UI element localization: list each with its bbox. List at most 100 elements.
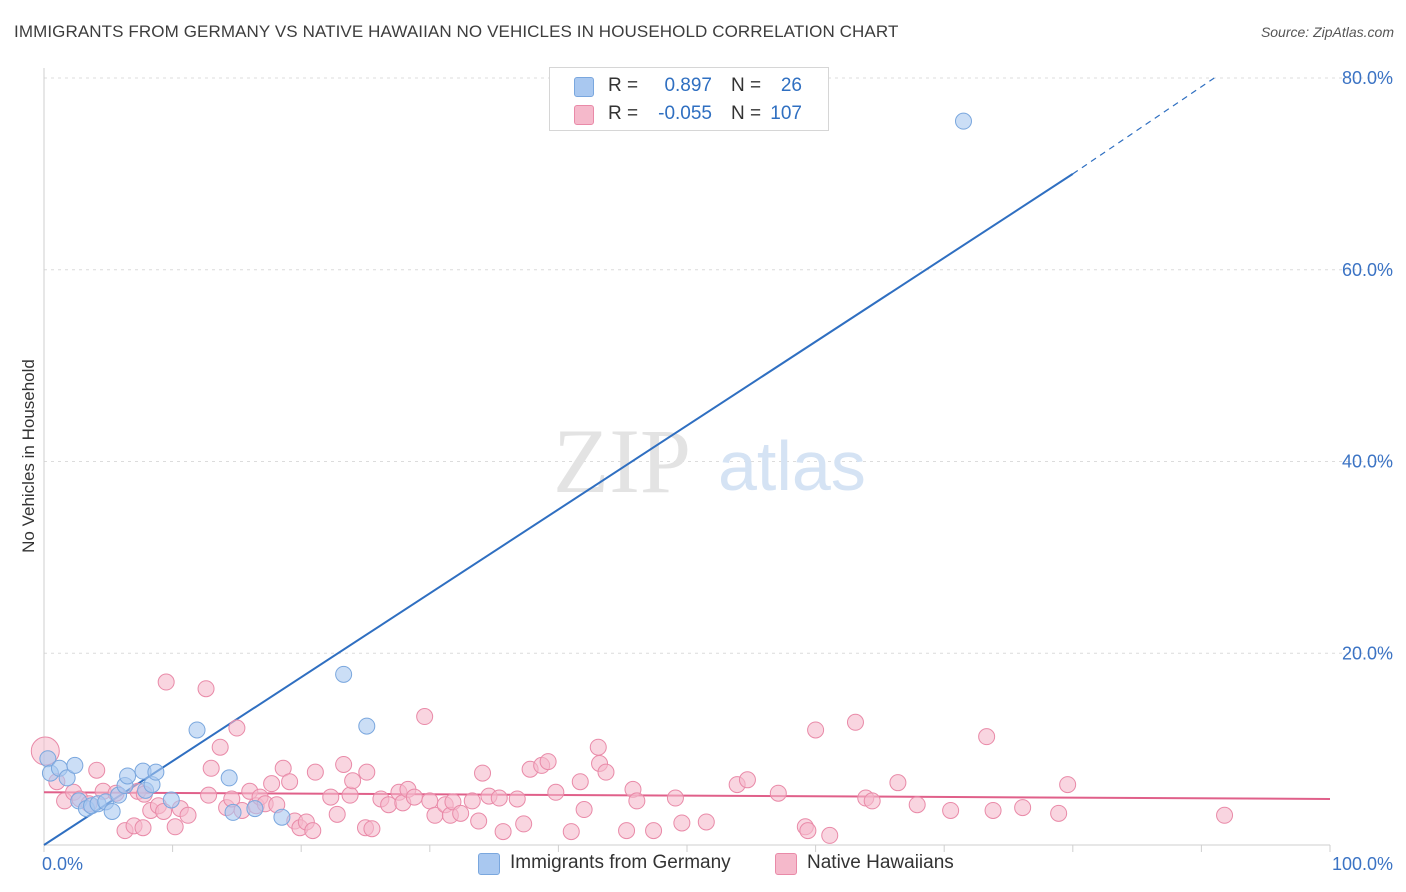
point-hawaiian [889,774,907,792]
point-hawaiian [978,728,996,746]
point-germany [66,756,84,774]
point-hawaiian [1014,799,1032,817]
point-hawaiian [515,815,533,833]
point-hawaiian [306,763,324,781]
point-hawaiian [618,822,636,840]
trend-line-germany [43,173,1074,846]
legend-row-germany: R = 0.897 N = 26 [550,73,828,101]
point-germany [188,721,206,739]
legend-label-hawaiians: Native Hawaiians [807,852,954,873]
point-hawaiian [1050,804,1068,822]
point-germany [246,800,264,818]
point-hawaiian [335,755,353,773]
point-hawaiian [211,738,229,756]
point-hawaiian [344,772,362,790]
point-hawaiian [179,806,197,824]
series-legend: Immigrants from Germany Native Hawaiians [0,851,1406,879]
data-points [30,112,1234,844]
point-germany [954,112,972,130]
point-germany [103,802,121,820]
y-tick-label: 80.0% [1342,68,1393,88]
point-hawaiian [562,823,580,841]
point-germany [358,717,376,735]
point-germany [220,769,238,787]
legend-swatch-hawaiians [574,105,594,125]
point-germany [273,808,291,826]
legend-swatch-hawaiians [775,853,797,875]
axes [43,68,1331,852]
point-hawaiian [508,790,526,808]
r-value: 0.897 [664,75,712,96]
n-label: N = [731,103,762,124]
point-hawaiian [304,822,322,840]
y-tick-label: 40.0% [1342,452,1393,472]
point-hawaiian [88,761,106,779]
point-hawaiian [666,789,684,807]
point-hawaiian [908,796,926,814]
point-hawaiian [846,713,864,731]
x-tick-label: 100.0% [1332,854,1393,874]
point-hawaiian [228,719,246,737]
point-hawaiian [575,801,593,819]
point-hawaiian [463,792,481,810]
correlation-legend: R = 0.897 N = 26 R = -0.055 N = 107 [549,67,829,131]
point-hawaiian [494,823,512,841]
point-hawaiian [341,786,359,804]
point-hawaiian [322,788,340,806]
legend-label-germany: Immigrants from Germany [510,852,731,873]
point-germany [224,803,242,821]
point-hawaiian [942,801,960,819]
y-axis-label: No Vehicles in Household [19,359,38,553]
tick-labels: 20.0% 40.0% 60.0% 80.0% 0.0% 100.0% [42,68,1393,874]
point-hawaiian [597,763,615,781]
point-hawaiian [358,763,376,781]
point-hawaiian [547,783,565,801]
point-hawaiian [697,813,715,831]
point-hawaiian [328,805,346,823]
n-value: 107 [770,103,802,124]
point-hawaiian [539,753,557,771]
point-hawaiian [281,773,299,791]
point-hawaiian [738,771,756,789]
x-tick-label: 0.0% [42,854,83,874]
point-hawaiian [470,812,488,830]
point-hawaiian [197,680,215,698]
legend-swatch-germany [574,77,594,97]
watermark-zip: ZIP [553,410,691,512]
point-hawaiian [571,773,589,791]
r-label: R = [608,103,639,124]
n-value: 26 [780,75,802,96]
r-value: -0.055 [658,103,712,124]
y-tick-label: 60.0% [1342,260,1393,280]
point-germany [58,769,76,787]
point-hawaiian [589,738,607,756]
point-hawaiian [200,786,218,804]
point-hawaiian [134,819,152,837]
point-hawaiian [863,792,881,810]
point-germany [119,767,137,785]
y-tick-label: 20.0% [1342,643,1393,663]
source-credit: Source: ZipAtlas.com [1260,24,1394,40]
point-hawaiian [799,822,817,840]
point-hawaiian [673,814,691,832]
point-hawaiian [807,721,825,739]
point-hawaiian [405,788,423,806]
point-hawaiian [157,673,175,691]
chart-title: IMMIGRANTS FROM GERMANY VS NATIVE HAWAII… [14,22,899,41]
point-hawaiian [421,792,439,810]
point-hawaiian [202,759,220,777]
point-hawaiian [490,789,508,807]
n-label: N = [731,75,762,96]
point-germany [335,665,353,683]
legend-row-hawaiians: R = -0.055 N = 107 [550,101,828,129]
point-hawaiian [1059,776,1077,794]
point-germany [162,791,180,809]
point-hawaiian [474,764,492,782]
point-germany [147,763,165,781]
legend-swatch-germany [478,853,500,875]
watermark-atlas: atlas [718,427,866,505]
point-hawaiian [363,820,381,838]
r-label: R = [608,75,639,96]
point-hawaiian [628,792,646,810]
